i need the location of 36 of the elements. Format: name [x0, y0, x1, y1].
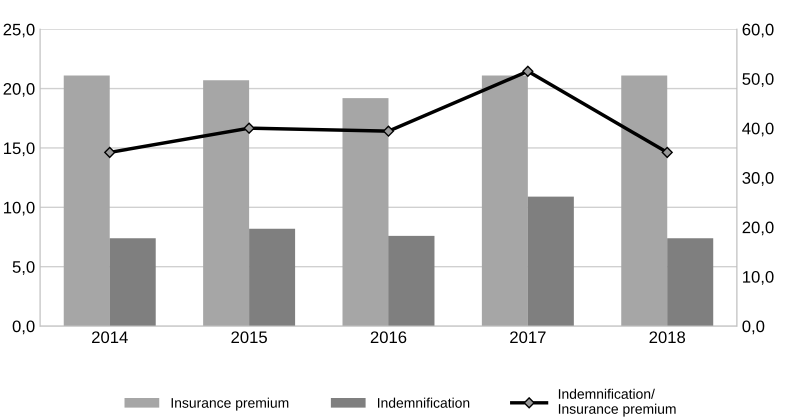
bar [528, 196, 574, 326]
bar [64, 76, 110, 326]
point [662, 146, 673, 158]
y-tick-label: 15,0 [4, 142, 35, 156]
legend-label: Indemnification [378, 398, 470, 408]
point [522, 66, 534, 77]
bar [203, 80, 250, 326]
y2-tick-label: 30,0 [742, 172, 774, 186]
x-tick-label: 2017 [510, 331, 546, 344]
bar [249, 228, 296, 326]
x-tick-label: 2015 [231, 331, 267, 344]
y2-tick-label: 0,0 [742, 320, 764, 334]
legend-label: Insurance premium [172, 398, 288, 411]
point [104, 146, 116, 158]
y2-tick-label: 50,0 [742, 73, 774, 87]
bar [342, 98, 388, 326]
point [244, 122, 255, 134]
x-tick-label: 2016 [370, 331, 406, 344]
y-tick-label: 20,0 [4, 83, 35, 97]
bar [482, 76, 528, 326]
bar [621, 76, 668, 326]
y-tick-label: 0,0 [12, 320, 35, 334]
y-tick-label: 5,0 [12, 261, 35, 275]
y2-tick-label: 60,0 [742, 24, 774, 38]
x-tick-label: 2014 [92, 331, 128, 344]
x-tick-label: 2018 [650, 331, 686, 344]
bar [667, 238, 714, 326]
y-tick-label: 25,0 [4, 24, 35, 38]
legend-label: Indemnification/ Insurance premium [558, 388, 676, 417]
bar [388, 236, 434, 326]
y2-tick-label: 40,0 [742, 122, 774, 136]
y2-tick-label: 20,0 [742, 222, 774, 236]
y-tick-label: 10,0 [4, 202, 35, 216]
point [382, 126, 394, 137]
y2-tick-label: 10,0 [743, 270, 774, 285]
bar [110, 238, 156, 326]
